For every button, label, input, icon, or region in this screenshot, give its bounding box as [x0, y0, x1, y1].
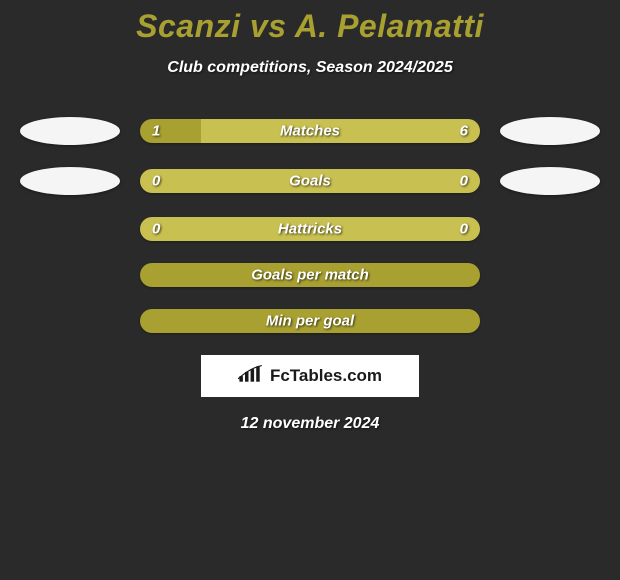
player-badge-right	[500, 167, 600, 195]
value-left: 0	[152, 173, 160, 190]
bar-chart-icon	[238, 364, 266, 389]
page-title: Scanzi vs A. Pelamatti	[0, 8, 620, 45]
stat-label: Goals	[289, 173, 331, 190]
bar-right-segment	[201, 119, 480, 143]
stat-row: Min per goal	[0, 309, 620, 333]
value-right: 0	[460, 173, 468, 190]
value-right: 6	[460, 123, 468, 140]
stats-list: 1 6 Matches 0 0 Goals 0 0 Hattricks Goals per mat…	[0, 117, 620, 333]
stat-row: 0 0 Hattricks	[0, 217, 620, 241]
stat-row: 0 0 Goals	[0, 167, 620, 195]
comparison-card: Scanzi vs A. Pelamatti Club competitions…	[0, 0, 620, 433]
stat-bar: 0 0 Hattricks	[140, 217, 480, 241]
stat-label: Hattricks	[278, 221, 342, 238]
player-badge-left	[20, 117, 120, 145]
stat-bar: 0 0 Goals	[140, 169, 480, 193]
stat-bar: 1 6 Matches	[140, 119, 480, 143]
value-left: 1	[152, 123, 160, 140]
stat-label: Goals per match	[251, 267, 369, 284]
stat-bar: Goals per match	[140, 263, 480, 287]
value-right: 0	[460, 221, 468, 238]
value-left: 0	[152, 221, 160, 238]
stat-row: Goals per match	[0, 263, 620, 287]
stat-label: Min per goal	[266, 313, 354, 330]
stat-bar: Min per goal	[140, 309, 480, 333]
player-badge-right	[500, 117, 600, 145]
subtitle: Club competitions, Season 2024/2025	[0, 59, 620, 77]
player-badge-left	[20, 167, 120, 195]
date-label: 12 november 2024	[0, 415, 620, 433]
bar-left-segment	[140, 119, 201, 143]
stat-row: 1 6 Matches	[0, 117, 620, 145]
brand-logo: FcTables.com	[201, 355, 419, 397]
stat-label: Matches	[280, 123, 340, 140]
brand-name: FcTables.com	[270, 366, 382, 386]
